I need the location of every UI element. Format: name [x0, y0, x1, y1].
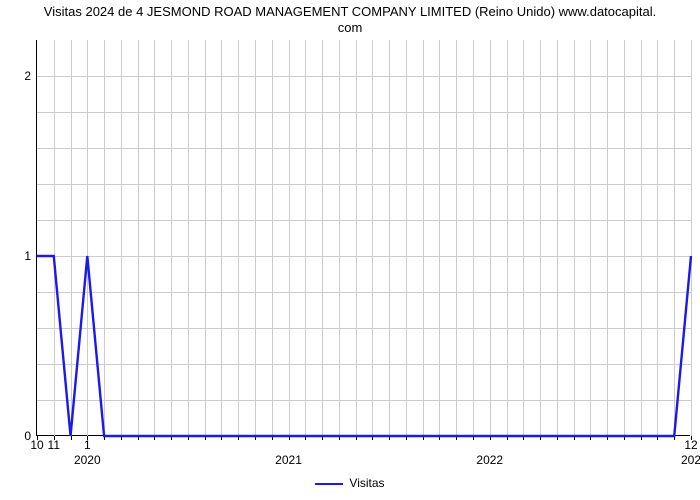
chart-container: { "chart": { "type": "line", "title_line… [0, 0, 700, 500]
x-axis-minor-label: 12 [684, 438, 697, 452]
x-axis-minor-label: 10 [30, 438, 43, 452]
chart-title-line1: Visitas 2024 de 4 JESMOND ROAD MANAGEMEN… [44, 4, 656, 19]
x-axis-minor-label: 11 [48, 438, 60, 452]
x-axis-major-label: 2022 [476, 453, 503, 467]
y-axis-tick-label: 2 [24, 69, 31, 83]
x-axis-major-label: 202 [681, 453, 700, 467]
x-axis-major-label: 2020 [74, 453, 101, 467]
legend-label: Visitas [349, 476, 384, 490]
x-axis-tick-mark [71, 436, 72, 440]
x-axis-minor-label: 1 [84, 438, 91, 452]
data-series [37, 40, 691, 436]
chart-title-line2: com [338, 20, 363, 35]
legend-swatch [315, 483, 343, 485]
chart-title: Visitas 2024 de 4 JESMOND ROAD MANAGEMEN… [0, 4, 700, 37]
x-axis-major-label: 2021 [275, 453, 302, 467]
grid-line-vertical [691, 40, 692, 436]
chart-legend: Visitas [0, 476, 700, 490]
plot-area: 0121011112202020212022202 [36, 40, 690, 436]
y-axis-tick-label: 1 [24, 249, 31, 263]
